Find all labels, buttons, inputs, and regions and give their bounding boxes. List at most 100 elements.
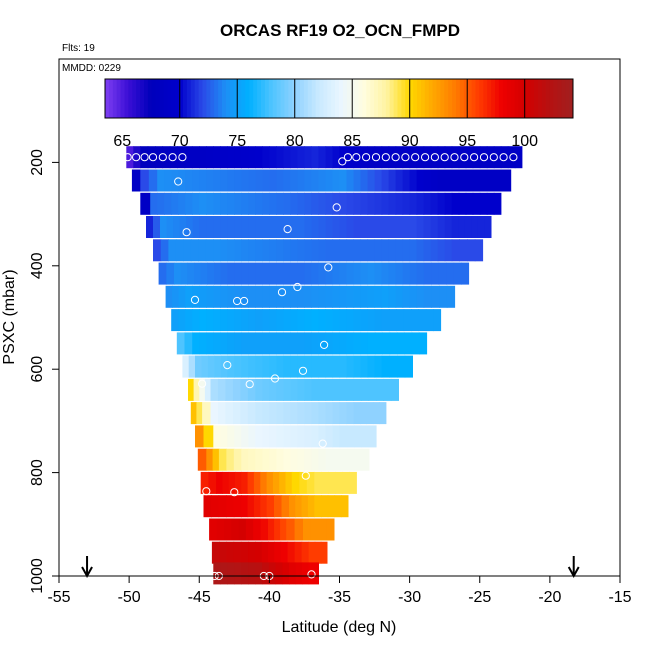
heatmap-cell <box>290 309 298 332</box>
heatmap-cell <box>381 239 390 262</box>
heatmap-cell <box>311 402 320 425</box>
colorbar-swatch <box>276 79 281 118</box>
sample-circle <box>158 153 167 162</box>
colorbar-swatch <box>436 79 441 118</box>
heatmap-cell <box>214 355 222 378</box>
heatmap-cell <box>431 285 440 308</box>
sample-circle <box>391 153 400 162</box>
heatmap-cell <box>241 285 249 308</box>
heatmap-cell <box>381 262 390 285</box>
heatmap-cell <box>235 471 242 494</box>
heatmap-cell <box>269 309 277 332</box>
heatmap-cell <box>196 402 203 425</box>
heatmap-cell <box>381 146 390 169</box>
heatmap-cell <box>206 169 214 192</box>
heatmap-cell <box>200 262 208 285</box>
heatmap-cell <box>234 355 242 378</box>
heatmap-cell <box>255 402 263 425</box>
colorbar-swatch <box>452 79 457 118</box>
heatmap-cell <box>194 262 202 285</box>
heatmap-cell <box>423 239 432 262</box>
heatmap-cell <box>458 146 467 169</box>
colorbar-swatch <box>541 79 547 118</box>
heatmap-cell <box>346 402 355 425</box>
heatmap-cell <box>304 169 312 192</box>
colorbar-swatch <box>397 79 402 118</box>
y-tick-label: 1000 <box>29 558 46 594</box>
sample-circle <box>283 225 292 234</box>
heatmap-cell <box>297 146 305 169</box>
heatmap-cell <box>240 378 249 401</box>
heatmap-cell <box>253 518 262 541</box>
heatmap-cell <box>255 262 263 285</box>
heatmap-cell <box>339 192 348 215</box>
colorbar-swatch <box>280 79 285 118</box>
heatmap-cell <box>304 262 312 285</box>
heatmap-cell <box>262 216 270 238</box>
colorbar-swatch <box>136 79 141 118</box>
heatmap-cell <box>290 146 298 169</box>
heatmap-cell <box>311 239 319 262</box>
heatmap-cell <box>381 355 390 378</box>
heatmap-cell <box>409 192 418 215</box>
heatmap-cell <box>164 169 172 192</box>
heatmap-cell <box>464 216 472 238</box>
heatmap-cell <box>269 239 277 262</box>
heatmap-cell <box>299 471 308 494</box>
heatmap-cell <box>290 332 298 355</box>
heatmap-cell <box>381 309 390 332</box>
heatmap-cell <box>374 332 383 355</box>
heatmap-cell <box>220 192 228 215</box>
heatmap-cell <box>304 239 312 262</box>
heatmap-cell <box>213 169 221 192</box>
heatmap-cell <box>192 169 200 192</box>
heatmap-cell <box>390 378 399 401</box>
heatmap-cell <box>388 309 397 332</box>
heatmap-cell <box>234 239 242 262</box>
colorbar-swatch <box>463 79 469 118</box>
heatmap-cell <box>276 169 284 192</box>
heatmap-cell <box>339 169 348 192</box>
heatmap-cell <box>261 541 269 564</box>
heatmap-cell <box>354 448 363 471</box>
colorbar-swatch <box>526 79 531 118</box>
heatmap-cell <box>233 495 242 518</box>
heatmap-cell <box>213 216 221 238</box>
heatmap-cell <box>185 309 193 332</box>
heatmap-cell <box>397 332 405 355</box>
heatmap-cell <box>269 192 277 215</box>
sample-circle <box>421 153 430 162</box>
heatmap-cell <box>346 169 355 192</box>
chart-title: ORCAS RF19 O2_OCN_FMPD <box>220 21 460 40</box>
heatmap-cell <box>160 239 169 262</box>
colorbar-swatch <box>495 79 500 118</box>
heatmap-cell <box>269 285 277 308</box>
heatmap-cell <box>253 471 261 494</box>
heatmap-cell <box>374 309 383 332</box>
heatmap-cell <box>318 262 327 285</box>
heatmap-cell <box>297 169 305 192</box>
heatmap-cell <box>430 192 439 215</box>
heatmap-cell <box>247 495 255 518</box>
sample-circle <box>338 157 347 166</box>
colorbar-swatch <box>264 79 270 118</box>
heatmap-cell <box>269 169 277 192</box>
colorbar-swatch <box>124 79 129 118</box>
heatmap-cell <box>325 169 334 192</box>
colorbar-swatch <box>545 79 551 118</box>
heatmap-cell <box>411 309 419 332</box>
heatmap-cell <box>444 192 453 215</box>
colorbar-swatch <box>272 79 278 118</box>
heatmap-cell <box>318 146 327 169</box>
heatmap-cell <box>220 285 228 308</box>
heatmap-cell <box>376 378 385 401</box>
heatmap-cell <box>388 262 397 285</box>
heatmap-cell <box>192 216 200 238</box>
heatmap-cell <box>192 192 200 215</box>
x-tick-label: -55 <box>47 589 70 606</box>
heatmap-cell <box>276 192 284 215</box>
heatmap-cell <box>297 262 305 285</box>
heatmap-cell <box>178 192 186 215</box>
heatmap-cell <box>279 471 287 494</box>
heatmap-cell <box>290 239 298 262</box>
